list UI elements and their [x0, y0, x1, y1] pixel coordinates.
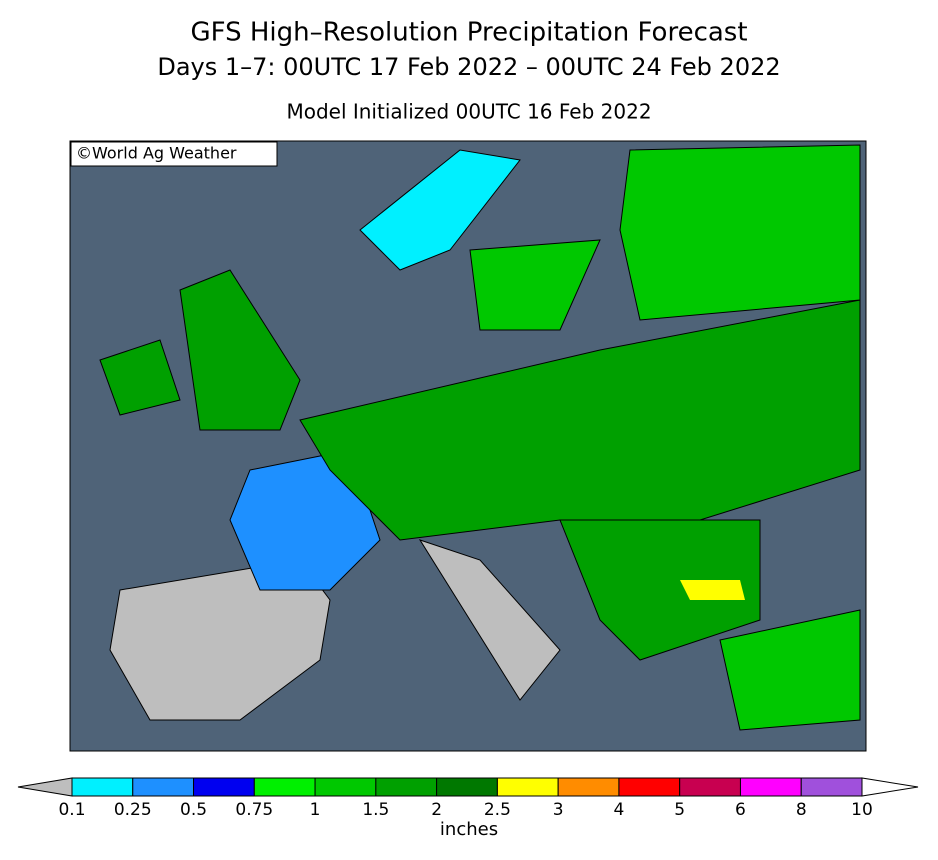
- legend-unit: inches: [440, 819, 498, 840]
- land-balkans: [559, 519, 761, 661]
- init-time: Model Initialized 00UTC 16 Feb 2022: [286, 100, 651, 124]
- legend-box: [800, 777, 863, 797]
- legend-tick-label: 0.75: [235, 800, 273, 820]
- legend-tick-label: 6: [735, 800, 746, 820]
- legend-box: [436, 777, 498, 797]
- legend-box: [132, 777, 195, 797]
- legend-tick-label: 1.5: [362, 800, 389, 820]
- legend-tick-label: 0.1: [58, 800, 85, 820]
- subtitle: Days 1–7: 00UTC 17 Feb 2022 – 00UTC 24 F…: [157, 53, 780, 81]
- legend-tick-label: 8: [796, 800, 807, 820]
- legend-tick-label: 2: [431, 800, 442, 820]
- land-sweden: [469, 239, 601, 331]
- legend-box: [71, 777, 134, 797]
- legend-box: [496, 777, 559, 797]
- land-britain: [179, 269, 301, 431]
- credit: ©World Ag Weather: [76, 144, 237, 163]
- title: GFS High–Resolution Precipitation Foreca…: [190, 18, 747, 48]
- land-norway: [359, 149, 521, 271]
- legend-tick-label: 10: [851, 800, 873, 820]
- legend-box: [679, 777, 741, 797]
- legend-box: [618, 777, 681, 797]
- legend-tick-label: 3: [553, 800, 564, 820]
- legend-box: [739, 777, 802, 797]
- legend-tick-label: 2.5: [484, 800, 511, 820]
- legend-below: [17, 777, 73, 797]
- legend-above: [861, 777, 919, 797]
- legend-box: [375, 777, 438, 797]
- credit-box: [70, 141, 278, 167]
- heavy-rain-area: [680, 580, 745, 600]
- legend-tick-label: 1: [310, 800, 321, 820]
- legend-box: [557, 777, 620, 797]
- map: ©World Ag Weather: [69, 140, 867, 752]
- land-italy: [418, 539, 561, 701]
- legend-box: [314, 777, 377, 797]
- land-east: [619, 144, 861, 321]
- legend-tick-label: 0.25: [114, 800, 152, 820]
- legend-tick-label: 4: [614, 800, 625, 820]
- legend-tick-label: 5: [674, 800, 685, 820]
- land-turkey: [719, 609, 861, 731]
- land-ireland: [99, 339, 181, 416]
- legend-box: [193, 777, 255, 797]
- legend-box: [253, 777, 316, 797]
- legend-tick-label: 0.5: [180, 800, 207, 820]
- legend: 0.1 0.25 0.5 0.75 1 1.5 2 2.5 3 4 5 6 8 10: [17, 777, 919, 820]
